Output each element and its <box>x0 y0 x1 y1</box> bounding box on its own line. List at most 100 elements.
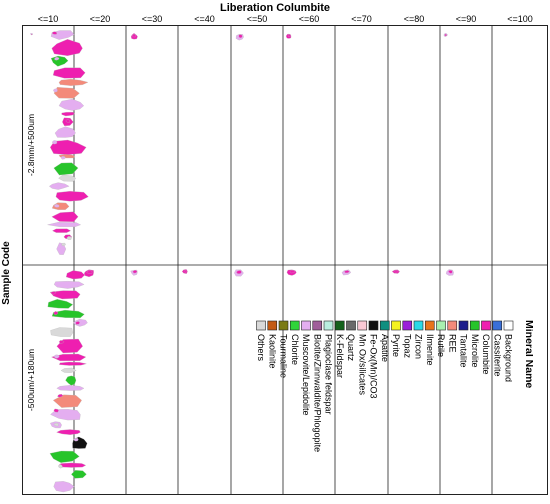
particle-image <box>53 88 58 93</box>
particle-image <box>50 55 69 67</box>
legend-swatch <box>436 320 446 331</box>
particle-image <box>50 327 74 337</box>
column-header: <=20 <box>89 14 111 24</box>
particle-image <box>54 57 60 61</box>
legend-swatch <box>402 320 413 331</box>
legend-swatch <box>256 320 266 331</box>
legend-label: Microlite <box>470 334 480 368</box>
y-axis-label: Sample Code <box>1 241 12 305</box>
particle-image <box>65 119 71 123</box>
row-label: -2.8mm/+500um <box>26 114 36 176</box>
particle-image <box>75 321 80 325</box>
particle-grid: -2.8mm/+500um -500um/+180um <box>22 25 548 495</box>
legend-swatch <box>391 320 401 331</box>
particle-image <box>53 481 75 493</box>
legend-swatch <box>267 320 278 331</box>
particle-image <box>132 270 138 274</box>
legend-label: Fe-Ox(Mn)/CO3 <box>369 334 379 399</box>
particle-image <box>52 67 86 79</box>
particle-image <box>86 270 93 274</box>
mineral-legend: Mineral Name BackgroundCassiteriteColumbi… <box>256 320 533 452</box>
legend-swatch <box>278 320 289 331</box>
particle-image <box>444 34 447 37</box>
particle-image <box>54 126 76 138</box>
particle-image <box>54 204 60 208</box>
legend-label: Chlorite <box>290 334 300 365</box>
legend-label: Topaz <box>402 334 412 359</box>
legend-label: Zircon <box>414 334 424 359</box>
particle-image <box>71 470 87 479</box>
grid-frame <box>22 25 548 495</box>
legend-label: Tantalite <box>459 334 469 368</box>
legend-swatch <box>289 320 300 331</box>
particle-image <box>50 139 87 155</box>
particle-image <box>50 291 56 295</box>
particle-image <box>73 438 79 442</box>
legend-swatch <box>424 320 435 331</box>
legend-label: Biotite/Zinnwaldite/Phlogopite <box>312 334 322 452</box>
row-label: -500um/+180um <box>26 349 36 411</box>
legend-label: Cassiterite <box>492 334 502 377</box>
particle-image <box>58 340 65 344</box>
legend-swatch <box>413 320 424 331</box>
particle-image <box>394 270 399 273</box>
particle-image <box>183 270 187 273</box>
particle-image <box>53 311 59 316</box>
particle-image <box>52 140 58 145</box>
legend-swatch <box>301 320 311 331</box>
legend-label: Ilmenite <box>425 334 435 366</box>
legend-swatch <box>481 320 491 331</box>
particle-image <box>58 174 77 182</box>
particle-image <box>53 162 79 176</box>
particle-image <box>66 270 85 280</box>
particle-image <box>61 111 75 117</box>
particle-image <box>58 464 63 469</box>
legend-label: K-Feldspar <box>335 334 345 378</box>
legend-swatch <box>492 320 503 331</box>
column-header: <=80 <box>403 14 425 24</box>
particle-image <box>51 211 79 222</box>
particle-image <box>65 375 77 386</box>
chart-title: Liberation Columbite <box>220 2 330 14</box>
particle-image <box>287 34 291 37</box>
legend-swatch <box>334 320 345 331</box>
column-header: <=50 <box>246 14 268 24</box>
legend-label: Plagioclase feldspar <box>324 334 334 415</box>
legend-title: Mineral Name <box>523 320 533 388</box>
particle-image <box>73 318 88 327</box>
particle-image <box>58 78 89 86</box>
particle-image <box>289 270 296 274</box>
particle-image <box>47 299 74 309</box>
legend-label: Kaolinite <box>267 334 277 369</box>
particle-image <box>448 270 453 274</box>
particle-image <box>58 98 85 111</box>
particle-image <box>56 429 81 435</box>
legend-label: Columbite <box>481 334 491 375</box>
particle-image <box>51 39 83 56</box>
particle-image <box>51 353 87 362</box>
particle-image <box>58 462 87 468</box>
particle-image <box>132 34 136 38</box>
legend-label: Others <box>256 334 266 362</box>
particle-image <box>66 236 72 240</box>
column-header: <=40 <box>194 14 215 24</box>
column-header: <=90 <box>455 14 477 24</box>
legend-swatch <box>323 320 334 331</box>
legend-swatch <box>346 320 356 331</box>
particle-image <box>52 394 82 408</box>
column-header: <=100 <box>507 14 533 24</box>
column-header: <=70 <box>351 14 372 24</box>
legend-swatch <box>458 320 469 331</box>
particle-image <box>52 228 72 233</box>
legend-swatch <box>447 320 458 331</box>
legend-swatch <box>379 320 390 331</box>
particle-image <box>30 34 33 36</box>
legend-label: Muscovite/Lepidolite <box>301 334 311 416</box>
particle-image <box>236 270 242 274</box>
particle-image <box>49 182 70 190</box>
particle-image <box>55 191 89 202</box>
particle-image <box>59 361 87 366</box>
column-header: <=10 <box>37 14 59 24</box>
legend-label: Background <box>504 334 514 382</box>
column-header: <=60 <box>298 14 320 24</box>
